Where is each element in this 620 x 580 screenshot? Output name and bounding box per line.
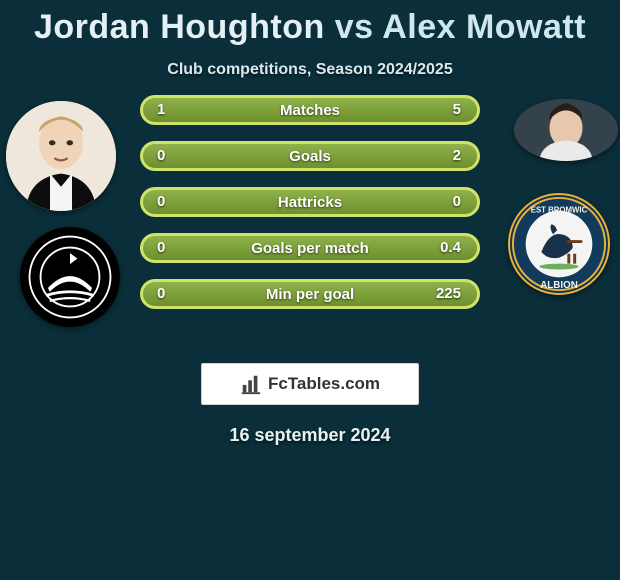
stat-right-value: 0 — [453, 193, 461, 210]
person-photo-icon — [6, 101, 116, 211]
plymouth-argyle-badge-icon — [24, 231, 116, 323]
subtitle: Club competitions, Season 2024/2025 — [0, 61, 620, 79]
stat-row: 0 Goals per match 0.4 — [140, 233, 480, 263]
stat-label: Matches — [280, 102, 340, 119]
stat-right-value: 225 — [436, 285, 461, 302]
stat-left-value: 0 — [157, 147, 165, 164]
stat-label: Goals — [289, 148, 331, 165]
stat-label: Goals per match — [251, 240, 369, 257]
stat-right-value: 5 — [453, 101, 461, 118]
stat-left-value: 0 — [157, 285, 165, 302]
person-photo-icon — [514, 99, 618, 161]
stat-bars: 1 Matches 5 0 Goals 2 0 Hattricks 0 0 Go… — [140, 95, 480, 325]
svg-text:ALBION: ALBION — [540, 280, 578, 291]
player1-name: Jordan Houghton — [34, 8, 325, 46]
stat-right-value: 0.4 — [440, 239, 461, 256]
west-brom-badge-icon: EST BROMWIC ALBION — [510, 195, 608, 293]
comparison-title: Jordan Houghton vs Alex Mowatt — [0, 0, 620, 47]
stat-row: 0 Min per goal 225 — [140, 279, 480, 309]
stat-label: Hattricks — [278, 194, 342, 211]
stat-left-value: 0 — [157, 239, 165, 256]
player2-name: Alex Mowatt — [382, 8, 586, 46]
vs-separator: vs — [335, 8, 374, 46]
player1-club-logo — [20, 227, 120, 327]
player1-avatar — [6, 101, 116, 211]
date-stamp: 16 september 2024 — [0, 425, 620, 446]
bar-chart-icon — [240, 373, 262, 395]
brand-text: FcTables.com — [268, 374, 380, 394]
player2-club-logo: EST BROMWIC ALBION — [508, 193, 610, 295]
brand-badge: FcTables.com — [201, 363, 419, 405]
stat-label: Min per goal — [266, 286, 354, 303]
stat-left-value: 0 — [157, 193, 165, 210]
comparison-arena: EST BROMWIC ALBION 1 Matches 5 0 Goals 2… — [0, 101, 620, 341]
stat-row: 0 Hattricks 0 — [140, 187, 480, 217]
svg-text:EST BROMWIC: EST BROMWIC — [531, 206, 588, 215]
stat-left-value: 1 — [157, 101, 165, 118]
player2-avatar — [514, 99, 618, 161]
stat-right-value: 2 — [453, 147, 461, 164]
stat-row: 1 Matches 5 — [140, 95, 480, 125]
stat-row: 0 Goals 2 — [140, 141, 480, 171]
